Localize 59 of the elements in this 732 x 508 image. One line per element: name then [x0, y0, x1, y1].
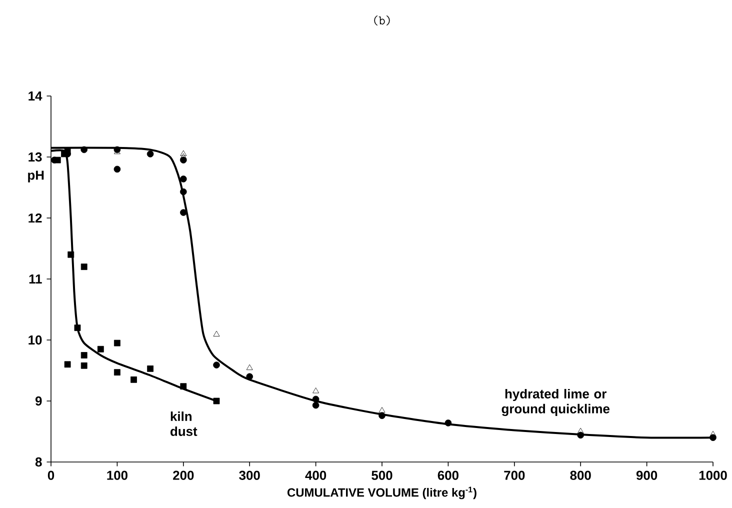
point: [213, 330, 220, 336]
point: [180, 153, 187, 159]
y-tick-label: 14: [28, 92, 42, 100]
point: [180, 383, 187, 390]
point: [130, 376, 137, 383]
x-tick-label: 500: [372, 470, 392, 480]
point: [213, 362, 220, 368]
x-tick-label: 200: [173, 470, 194, 480]
x-axis-title: CUMULATIVE VOLUME (litre kg$^{-1}$): [287, 486, 476, 500]
point: [114, 340, 120, 346]
y-tick-label: 13: [28, 152, 42, 162]
x-tick-label: 100: [107, 470, 128, 480]
point: [80, 362, 88, 369]
point: [146, 150, 154, 158]
point: [312, 388, 320, 394]
point: [97, 346, 104, 352]
point: [710, 434, 716, 441]
y-axis-title: pH: [28, 170, 44, 182]
point: [312, 396, 320, 403]
y-tick-label: 10: [28, 335, 42, 345]
x-tick-label: 900: [636, 470, 658, 480]
point: [213, 398, 220, 404]
point: [312, 402, 320, 409]
x-tick-label: 800: [570, 470, 591, 480]
point: [180, 176, 187, 182]
y-tick-label: 12: [28, 213, 42, 223]
x-tick-label: 600: [438, 470, 458, 480]
point: [80, 352, 88, 358]
y-tick-label: 11: [29, 274, 42, 284]
point: [180, 209, 187, 216]
x-tick-label: 1000: [699, 470, 727, 480]
point: [80, 264, 88, 270]
point: [64, 361, 71, 368]
point: [114, 166, 121, 173]
point: [180, 156, 187, 164]
point: [80, 146, 88, 154]
point: [246, 364, 253, 370]
annotation: kiln dust: [170, 412, 198, 436]
x-tick-label: 0: [48, 470, 54, 480]
point: [444, 420, 452, 426]
y-tick-label: 8: [35, 457, 42, 467]
chart-title: (b): [374, 15, 390, 26]
point: [147, 365, 154, 372]
point: [68, 251, 74, 258]
point: [180, 150, 187, 156]
y-tick-label: 9: [35, 396, 42, 406]
point: [180, 188, 187, 196]
point: [74, 324, 81, 331]
x-tick-label: 700: [504, 470, 525, 480]
point: [246, 373, 253, 380]
point: [577, 432, 584, 439]
point: [710, 430, 716, 436]
point: [378, 412, 386, 420]
annotation: hydrated lime or ground quicklime: [502, 388, 610, 416]
point: [378, 407, 386, 413]
point: [577, 428, 584, 434]
point: [114, 369, 120, 376]
x-tick-label: 300: [239, 470, 260, 480]
x-tick-label: 400: [305, 470, 326, 480]
